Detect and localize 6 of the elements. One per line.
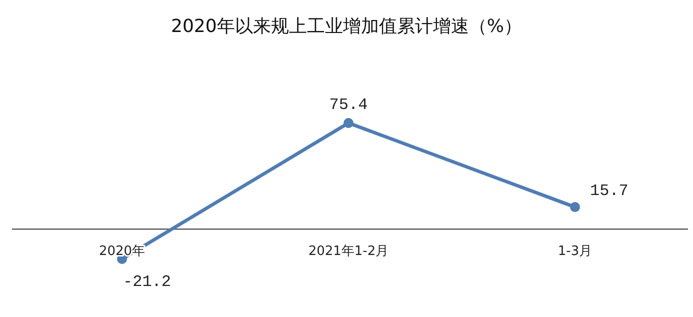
x-tick-label: 2021年1-2月 [308, 244, 389, 260]
data-label: -21.2 [122, 273, 172, 291]
chart-title: 2020年以来规上工业增加值累计增速（%） [171, 16, 522, 37]
data-label: 75.4 [329, 96, 368, 114]
x-tick-label: 1-3月 [558, 244, 592, 260]
data-label: 15.7 [590, 182, 628, 200]
